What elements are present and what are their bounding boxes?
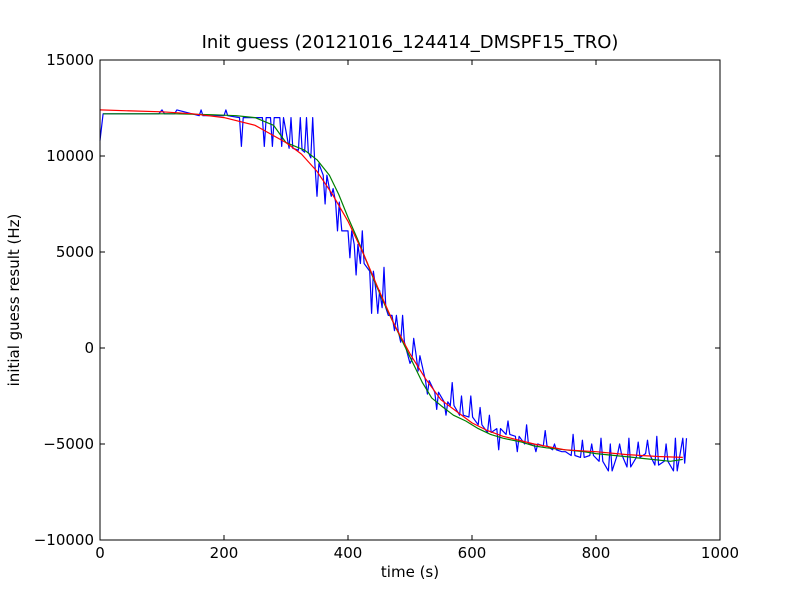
tick-layer: 0 200 400 600 800 1000 −10000 −5000 0 5000 10000 15… (34, 51, 739, 562)
x-tick-label: 800 (582, 544, 611, 562)
x-tick-label: 600 (458, 544, 487, 562)
series-line-fit (99, 109, 683, 458)
x-tick-label: 0 (95, 544, 105, 562)
x-tick-label: 1000 (701, 544, 739, 562)
x-tick-label: 400 (334, 544, 363, 562)
plot-area (100, 60, 720, 540)
y-tick-label: 5000 (56, 243, 94, 261)
series-layer (99, 109, 688, 472)
y-axis-label: initial guess result (Hz) (5, 214, 23, 387)
axes-frame (99, 59, 721, 541)
series-line-raw (99, 109, 688, 472)
chart-title: Init guess (20121016_124414_DMSPF15_TRO) (202, 32, 619, 53)
y-tick-label: −5000 (43, 435, 94, 453)
x-axis-label: time (s) (381, 563, 439, 581)
x-tick-label: 200 (210, 544, 239, 562)
y-tick-label: −10000 (34, 531, 94, 549)
y-tick-label: 10000 (46, 147, 94, 165)
y-tick-label: 0 (84, 339, 94, 357)
y-tick-label: 15000 (46, 51, 94, 69)
